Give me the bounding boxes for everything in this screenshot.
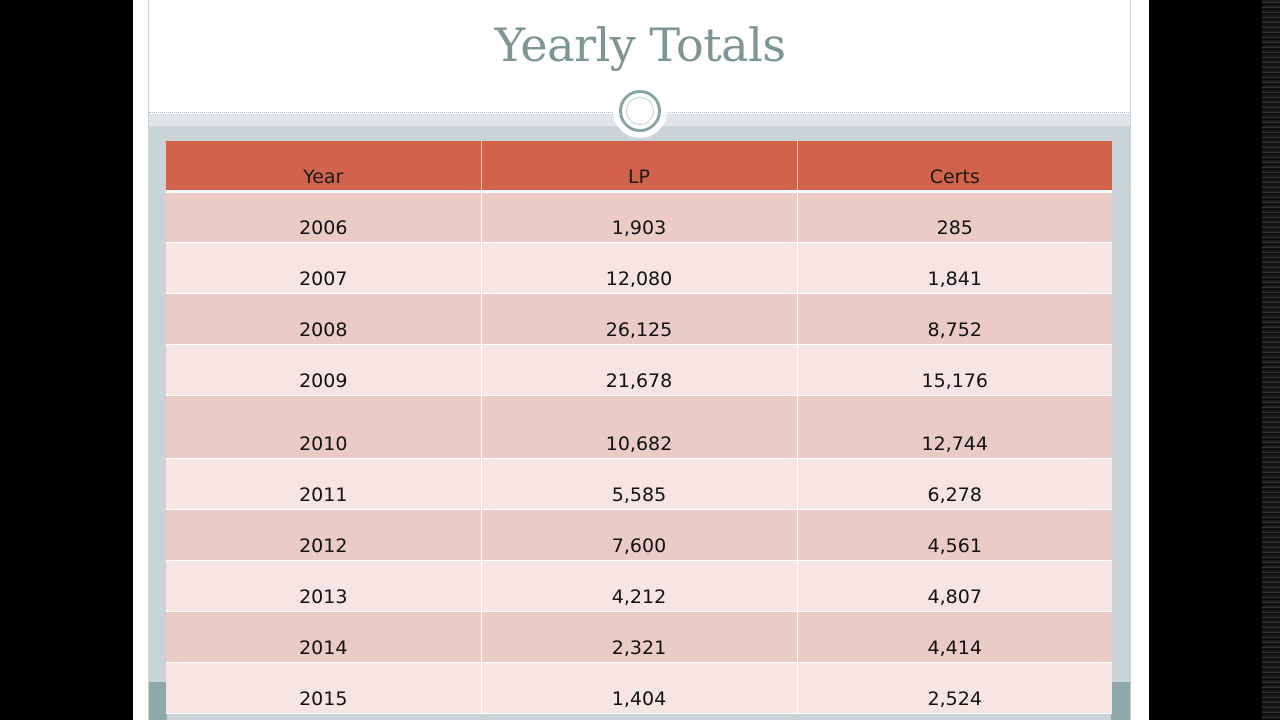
cell-certs: 4,561 — [797, 509, 1112, 561]
cell-certs: 1,841 — [797, 242, 1112, 294]
table-row: 2010 10,682 12,744 — [166, 395, 1112, 459]
table-row: 2014 2,321 4,414 — [166, 611, 1112, 663]
column-header-certs: Certs — [797, 141, 1112, 193]
table-row: 2012 7,600 4,561 — [166, 509, 1112, 561]
circle-ornament-inner-ring — [626, 97, 654, 125]
table-row: 2006 1,903 285 — [166, 191, 1112, 243]
circle-ornament-icon — [613, 84, 667, 138]
cell-year: 2010 — [166, 395, 482, 459]
cell-certs: 285 — [797, 191, 1112, 243]
cell-year: 2007 — [166, 242, 482, 294]
cell-certs: 15,176 — [797, 344, 1112, 396]
cell-year: 2011 — [166, 458, 482, 510]
cell-certs: 8,752 — [797, 293, 1112, 345]
screen-edge-artifact — [1262, 0, 1280, 720]
cell-lp: 12,080 — [481, 242, 798, 294]
footer-accent-right — [1111, 682, 1131, 720]
table-header-row: Year LP Certs — [166, 141, 1112, 193]
cell-certs: 4,807 — [797, 560, 1112, 612]
cell-lp: 2,321 — [481, 611, 798, 663]
cell-year: 2009 — [166, 344, 482, 396]
cell-lp: 7,600 — [481, 509, 798, 561]
cell-year: 2015 — [166, 662, 482, 714]
cell-lp: 26,125 — [481, 293, 798, 345]
column-header-year: Year — [166, 141, 482, 193]
slide-frame — [148, 0, 1131, 720]
table-row: 2013 4,212 4,807 — [166, 560, 1112, 612]
cell-lp: 10,682 — [481, 395, 798, 459]
table-row: 2009 21,678 15,176 — [166, 344, 1112, 396]
cell-lp: 21,678 — [481, 344, 798, 396]
cell-year: 2013 — [166, 560, 482, 612]
column-header-lp: LP — [481, 141, 798, 193]
yearly-totals-table: Year LP Certs 2006 1,903 285 2007 12,080… — [166, 141, 1112, 714]
table-row: 2015 1,404 2,524 — [166, 662, 1112, 714]
cell-lp: 4,212 — [481, 560, 798, 612]
table-row: 2011 5,585 6,278 — [166, 458, 1112, 510]
slide-title: Yearly Totals — [494, 18, 786, 72]
cell-certs: 12,744 — [797, 395, 1112, 459]
cell-lp: 5,585 — [481, 458, 798, 510]
cell-lp: 1,404 — [481, 662, 798, 714]
cell-year: 2014 — [166, 611, 482, 663]
table-row: 2008 26,125 8,752 — [166, 293, 1112, 345]
cell-certs: 2,524 — [797, 662, 1112, 714]
table-row: 2007 12,080 1,841 — [166, 242, 1112, 294]
circle-ornament-ring — [619, 90, 661, 132]
footer-accent-left — [149, 682, 167, 720]
cell-certs: 4,414 — [797, 611, 1112, 663]
cell-year: 2008 — [166, 293, 482, 345]
cell-year: 2012 — [166, 509, 482, 561]
cell-lp: 1,903 — [481, 191, 798, 243]
cell-year: 2006 — [166, 191, 482, 243]
cell-certs: 6,278 — [797, 458, 1112, 510]
